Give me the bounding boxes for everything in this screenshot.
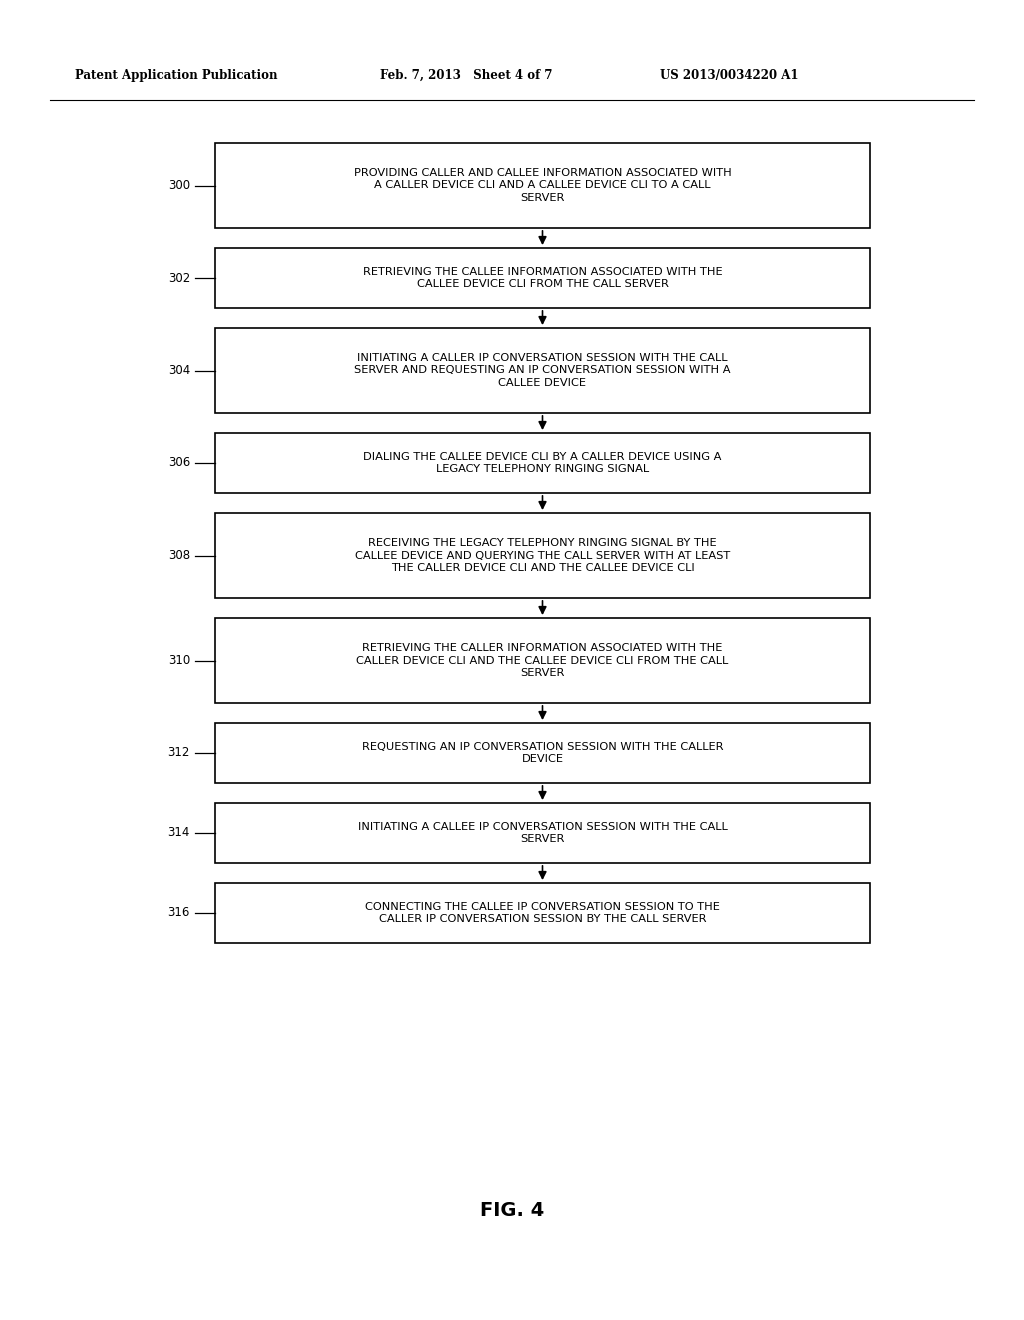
Text: FIG. 4: FIG. 4 [480, 1200, 544, 1220]
Text: INITIATING A CALLEE IP CONVERSATION SESSION WITH THE CALL
SERVER: INITIATING A CALLEE IP CONVERSATION SESS… [357, 821, 727, 845]
Bar [215, 248, 870, 308]
Bar [215, 723, 870, 783]
Text: RECEIVING THE LEGACY TELEPHONY RINGING SIGNAL BY THE
CALLEE DEVICE AND QUERYING : RECEIVING THE LEGACY TELEPHONY RINGING S… [355, 537, 730, 573]
Text: RETRIEVING THE CALLEE INFORMATION ASSOCIATED WITH THE
CALLEE DEVICE CLI FROM THE: RETRIEVING THE CALLEE INFORMATION ASSOCI… [362, 267, 722, 289]
Bar [215, 618, 870, 704]
Text: CONNECTING THE CALLEE IP CONVERSATION SESSION TO THE
CALLER IP CONVERSATION SESS: CONNECTING THE CALLEE IP CONVERSATION SE… [366, 902, 720, 924]
Text: PROVIDING CALLER AND CALLEE INFORMATION ASSOCIATED WITH
A CALLER DEVICE CLI AND : PROVIDING CALLER AND CALLEE INFORMATION … [353, 168, 731, 203]
Text: 304: 304 [168, 364, 190, 378]
Text: 310: 310 [168, 653, 190, 667]
Text: Feb. 7, 2013   Sheet 4 of 7: Feb. 7, 2013 Sheet 4 of 7 [380, 69, 553, 82]
Text: 314: 314 [168, 826, 190, 840]
Text: 302: 302 [168, 272, 190, 285]
Text: RETRIEVING THE CALLER INFORMATION ASSOCIATED WITH THE
CALLER DEVICE CLI AND THE : RETRIEVING THE CALLER INFORMATION ASSOCI… [356, 643, 729, 678]
Bar [215, 803, 870, 863]
Bar [215, 143, 870, 228]
Text: INITIATING A CALLER IP CONVERSATION SESSION WITH THE CALL
SERVER AND REQUESTING : INITIATING A CALLER IP CONVERSATION SESS… [354, 352, 731, 388]
Text: 308: 308 [168, 549, 190, 562]
Bar [215, 433, 870, 492]
Text: 306: 306 [168, 457, 190, 470]
Bar [215, 513, 870, 598]
Text: DIALING THE CALLEE DEVICE CLI BY A CALLER DEVICE USING A
LEGACY TELEPHONY RINGIN: DIALING THE CALLEE DEVICE CLI BY A CALLE… [364, 451, 722, 474]
Text: 316: 316 [168, 907, 190, 920]
Text: 312: 312 [168, 747, 190, 759]
Text: REQUESTING AN IP CONVERSATION SESSION WITH THE CALLER
DEVICE: REQUESTING AN IP CONVERSATION SESSION WI… [361, 742, 723, 764]
Bar [215, 883, 870, 942]
Bar [215, 327, 870, 413]
Text: Patent Application Publication: Patent Application Publication [75, 69, 278, 82]
Text: US 2013/0034220 A1: US 2013/0034220 A1 [660, 69, 799, 82]
Text: 300: 300 [168, 180, 190, 191]
